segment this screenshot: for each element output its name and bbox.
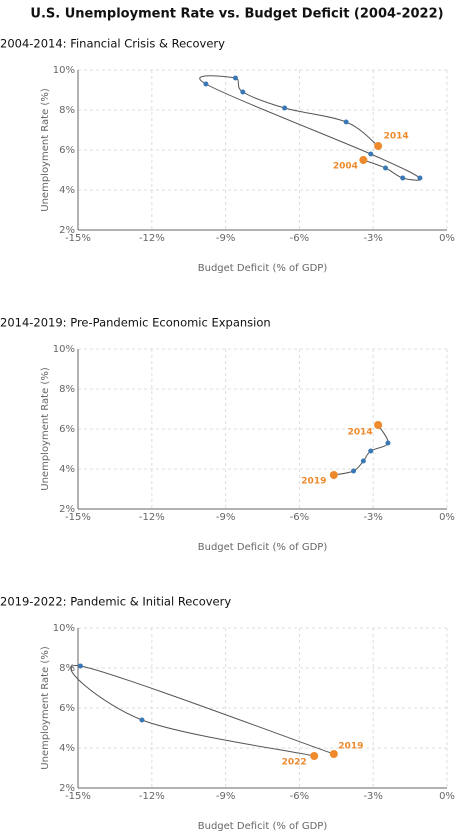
point	[400, 175, 406, 181]
x-tick-label: -9%	[216, 233, 235, 244]
trend-line	[199, 75, 422, 181]
y-tick-label: 8%	[59, 663, 75, 674]
point	[383, 165, 388, 171]
point	[282, 105, 288, 111]
y-tick-label: 4%	[59, 743, 75, 754]
point	[351, 468, 357, 474]
highlight-point	[329, 750, 338, 758]
y-tick-label: 2%	[59, 504, 75, 515]
point	[368, 448, 374, 454]
y-tick-label: 2%	[59, 225, 75, 236]
point-label: 2004	[333, 162, 358, 172]
x-axis-label: Budget Deficit (% of GDP)	[198, 542, 328, 553]
point	[360, 458, 366, 464]
y-tick-label: 10%	[53, 623, 75, 634]
trend-line	[70, 665, 335, 757]
y-tick-label: 4%	[59, 185, 75, 196]
point	[240, 89, 246, 95]
x-tick-label: -6%	[290, 512, 309, 523]
x-tick-label: 0%	[439, 791, 455, 802]
x-tick-label: -6%	[290, 791, 309, 802]
x-tick-label: -15%	[65, 791, 91, 802]
y-tick-label: 8%	[59, 105, 75, 116]
x-tick-label: -3%	[363, 791, 382, 802]
panel-title: 2019-2022: Pandemic & Initial Recovery	[0, 595, 231, 609]
point	[368, 151, 374, 157]
x-tick-label: -3%	[363, 512, 382, 523]
highlight-point	[310, 752, 319, 760]
point	[385, 440, 391, 446]
x-tick-label: 0%	[439, 512, 455, 523]
highlight-point	[374, 421, 383, 429]
y-tick-label: 6%	[59, 145, 75, 156]
y-axis-label: Unemployment Rate (%)	[40, 646, 51, 770]
y-tick-label: 6%	[59, 424, 75, 435]
highlight-point	[329, 471, 338, 479]
x-axis-label: Budget Deficit (% of GDP)	[198, 263, 328, 274]
point	[77, 663, 83, 669]
y-tick-label: 6%	[59, 703, 75, 714]
y-tick-label: 10%	[53, 344, 75, 355]
x-tick-label: -15%	[65, 233, 91, 244]
x-tick-label: -9%	[216, 791, 235, 802]
x-tick-label: -12%	[139, 512, 165, 523]
point-label: 2014	[384, 132, 409, 142]
y-tick-label: 2%	[59, 783, 75, 794]
x-tick-label: -12%	[139, 791, 165, 802]
x-axis-label: Budget Deficit (% of GDP)	[198, 821, 328, 832]
point	[417, 175, 423, 181]
point-label: 2019	[338, 742, 363, 752]
y-tick-label: 10%	[53, 65, 75, 76]
figure-title: U.S. Unemployment Rate vs. Budget Defici…	[30, 7, 443, 22]
x-tick-label: -9%	[216, 512, 235, 523]
point	[203, 81, 209, 87]
point	[232, 75, 238, 81]
point-label: 2014	[348, 428, 373, 438]
point	[343, 119, 349, 125]
x-tick-label: -12%	[139, 233, 165, 244]
y-tick-label: 8%	[59, 384, 75, 395]
x-tick-label: 0%	[439, 233, 455, 244]
y-axis-label: Unemployment Rate (%)	[40, 88, 51, 212]
point-label: 2022	[282, 758, 307, 768]
panel-title: 2004-2014: Financial Crisis & Recovery	[0, 37, 225, 51]
point	[139, 717, 145, 723]
x-tick-label: -15%	[65, 512, 91, 523]
x-tick-label: -6%	[290, 233, 309, 244]
highlight-point	[374, 142, 383, 150]
x-tick-label: -3%	[363, 233, 382, 244]
y-axis-label: Unemployment Rate (%)	[40, 367, 51, 491]
point-label: 2019	[301, 477, 326, 487]
highlight-point	[359, 156, 368, 164]
panel-title: 2014-2019: Pre-Pandemic Economic Expansi…	[0, 316, 271, 330]
y-tick-label: 4%	[59, 464, 75, 475]
